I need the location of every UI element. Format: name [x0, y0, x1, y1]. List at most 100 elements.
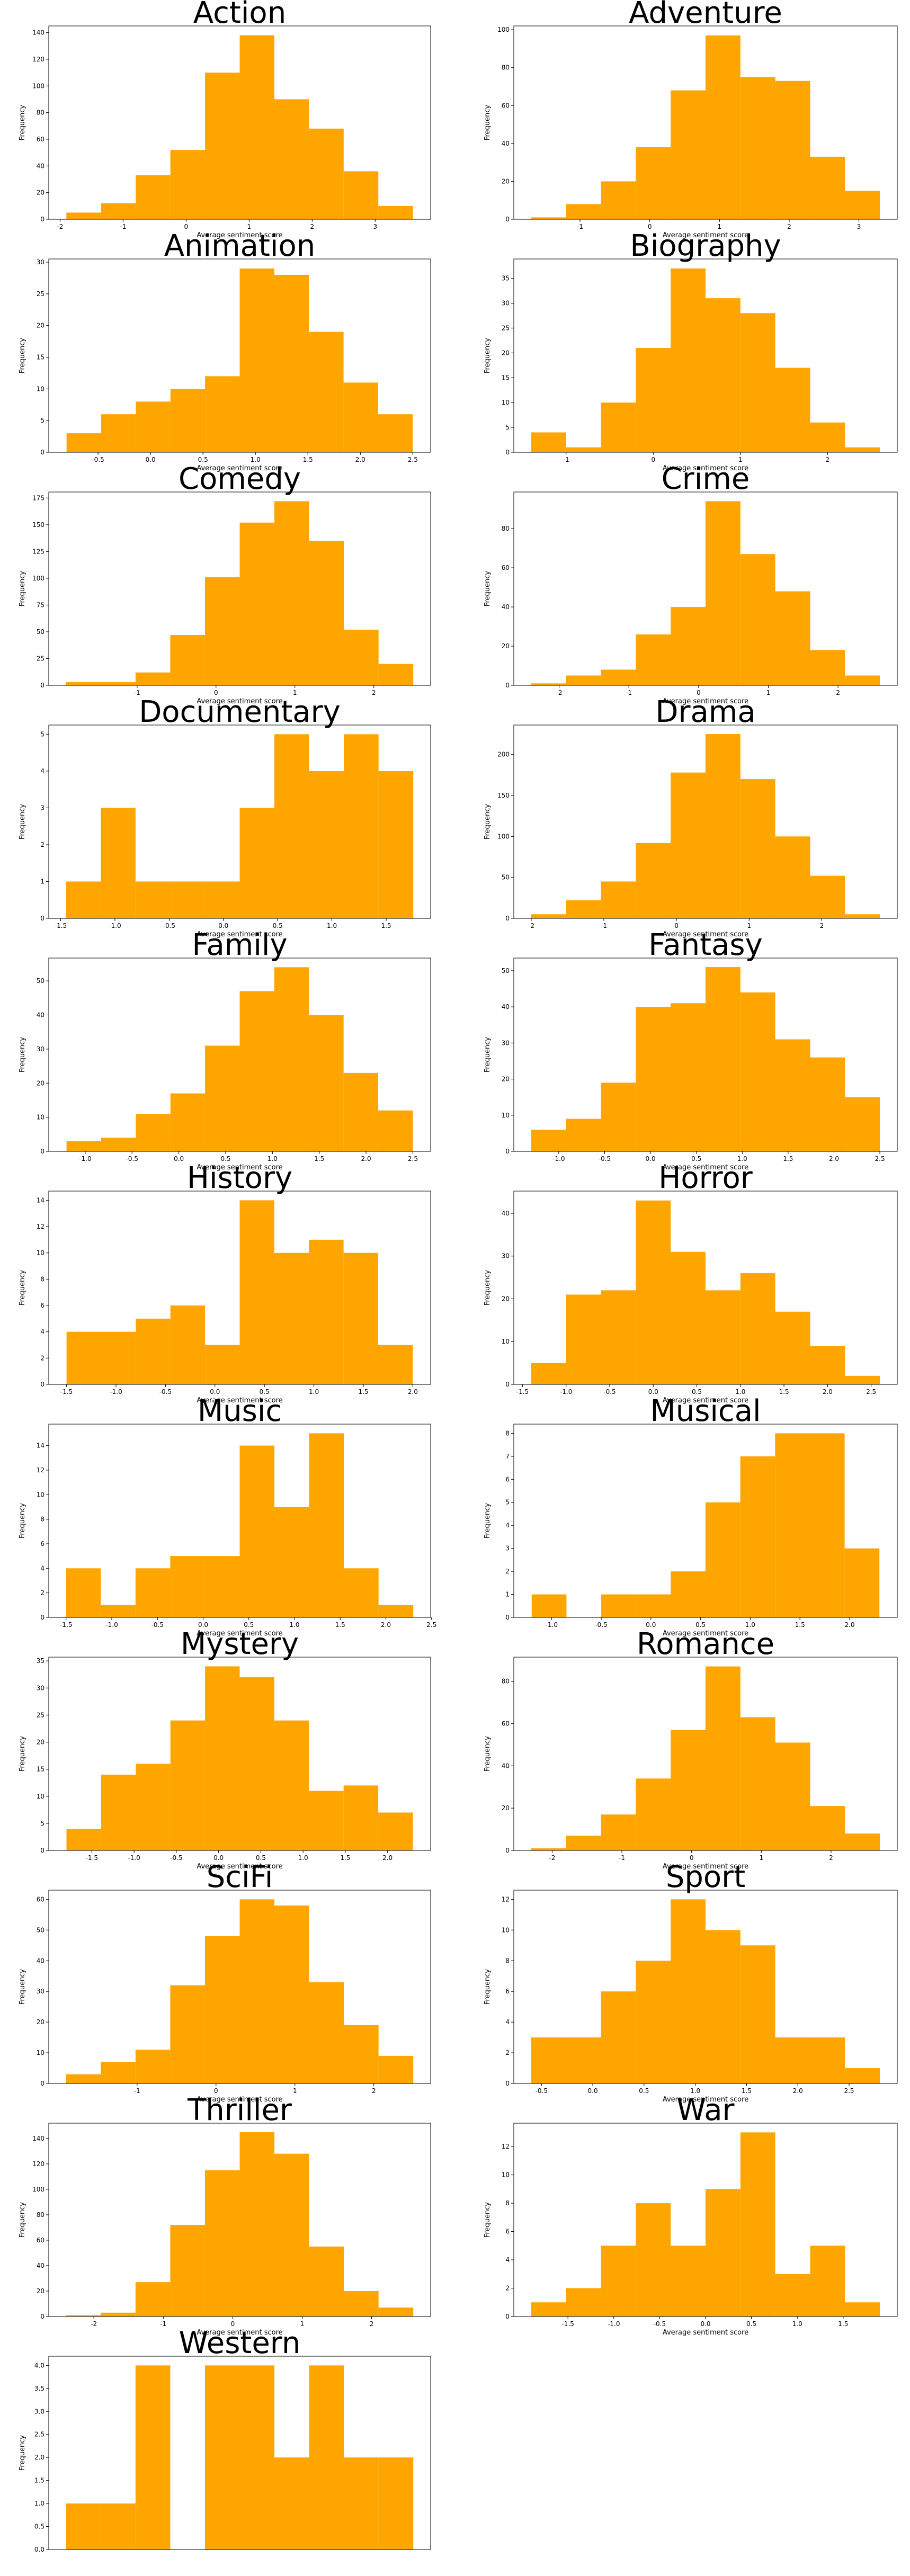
y-tick-label: 1.5 — [34, 2477, 44, 2484]
x-tick-label: 1 — [293, 2087, 297, 2095]
x-tick-label: 0 — [214, 2087, 218, 2095]
bar — [170, 881, 205, 918]
bar — [101, 682, 136, 685]
bar — [531, 914, 566, 918]
bar — [343, 1072, 379, 1151]
y-tick-label: 140 — [32, 2135, 44, 2142]
bar — [531, 2037, 566, 2083]
x-tick-label: 0 — [231, 2320, 235, 2328]
x-tick-label: -1.0 — [79, 1155, 91, 1162]
bar — [170, 2225, 205, 2316]
y-tick-label: 1.0 — [34, 2500, 44, 2507]
bar — [344, 2291, 379, 2316]
bar — [566, 1294, 601, 1384]
y-axis-label: Frequency — [19, 1969, 26, 2005]
x-tick-label: 0.5 — [746, 2320, 756, 2328]
bar — [845, 1097, 880, 1151]
axes-frame — [48, 724, 431, 919]
y-tick-label: 5 — [40, 730, 44, 738]
y-tick-label: 60 — [502, 1720, 510, 1727]
y-tick-label: 12 — [37, 1466, 44, 1474]
y-tick-label: 200 — [497, 751, 510, 758]
bar — [601, 1814, 636, 1850]
x-axis-label: Average sentiment score — [197, 1164, 282, 1171]
bar — [170, 1305, 206, 1384]
y-tick-label: 10 — [37, 1249, 44, 1257]
bar — [845, 191, 880, 219]
x-tick-label: 2 — [372, 2087, 376, 2095]
x-tick-label: 2.0 — [829, 1155, 839, 1162]
x-tick-label: -1.0 — [608, 2320, 620, 2328]
bar — [378, 1605, 414, 1617]
x-tick-label: 1 — [300, 2320, 305, 2328]
x-axis-label: Average sentiment score — [197, 931, 282, 938]
bar — [378, 414, 413, 452]
y-tick-label: 1 — [40, 878, 44, 885]
y-axis-label: Frequency — [19, 1503, 26, 1539]
bar — [274, 967, 309, 1151]
bar — [531, 683, 566, 685]
bar — [601, 881, 636, 918]
x-tick-label: 2 — [370, 2320, 374, 2328]
y-tick-label: 4 — [40, 1328, 44, 1336]
bar — [566, 2288, 601, 2316]
y-tick-label: 6 — [40, 1540, 44, 1548]
bar — [636, 1778, 671, 1850]
bar — [566, 204, 601, 219]
bar — [239, 808, 275, 918]
bar — [636, 1594, 671, 1617]
y-tick-label: 8 — [40, 1516, 44, 1523]
chart-title: Family — [192, 928, 287, 962]
bar — [274, 1507, 309, 1617]
y-tick-label: 0.0 — [34, 2546, 44, 2553]
x-tick-label: 1.0 — [289, 1621, 299, 1629]
x-tick-label: -1.0 — [105, 1621, 118, 1629]
x-tick-label: -1 — [626, 689, 632, 696]
x-axis-label: Average sentiment score — [197, 1863, 282, 1871]
bar — [740, 313, 775, 452]
x-tick-label: -1.5 — [86, 1854, 98, 1862]
bar — [309, 1982, 344, 2083]
y-tick-label: 0 — [505, 2080, 510, 2087]
chart-title: Biography — [630, 229, 781, 263]
y-tick-label: 8 — [505, 1429, 510, 1437]
x-tick-label: -2 — [528, 922, 534, 929]
y-tick-label: 20 — [502, 642, 510, 650]
y-tick-label: 10 — [37, 2049, 44, 2056]
bar — [810, 875, 845, 918]
y-tick-label: 80 — [502, 64, 510, 71]
y-tick-label: 2 — [40, 841, 44, 848]
bar — [740, 1456, 775, 1617]
x-tick-label: -1.5 — [561, 2320, 574, 2328]
bar — [66, 2503, 101, 2550]
x-tick-label: 1.0 — [267, 1155, 278, 1162]
x-axis-label: Average sentiment score — [663, 464, 748, 472]
x-tick-label: 1 — [293, 689, 297, 696]
bar — [343, 1253, 379, 1384]
x-tick-label: -0.5 — [126, 1155, 138, 1162]
x-tick-label: 1.5 — [303, 456, 313, 463]
y-tick-label: 5 — [40, 1820, 44, 1827]
bar — [170, 1985, 205, 2083]
y-axis-label: Frequency — [484, 338, 492, 373]
axes-frame — [48, 1191, 431, 1385]
bar — [239, 991, 274, 1151]
bar — [309, 1791, 344, 1850]
y-tick-label: 60 — [502, 102, 510, 109]
bar — [205, 1045, 240, 1151]
x-tick-label: -0.5 — [170, 1854, 182, 1862]
y-axis-label: Frequency — [19, 105, 26, 140]
bar — [636, 347, 671, 452]
x-tick-label: 2.5 — [875, 1155, 885, 1162]
x-tick-label: -1 — [577, 223, 583, 230]
y-tick-label: 40 — [37, 1957, 44, 1964]
x-axis-label: Average sentiment score — [197, 2329, 282, 2337]
chart-title: Comedy — [179, 462, 301, 496]
x-tick-label: 1.5 — [381, 922, 391, 929]
y-tick-label: 125 — [32, 548, 44, 555]
bar — [135, 1568, 171, 1617]
bar — [136, 1318, 171, 1384]
bar — [309, 771, 344, 918]
bar — [636, 634, 671, 685]
y-tick-label: 40 — [502, 140, 510, 147]
